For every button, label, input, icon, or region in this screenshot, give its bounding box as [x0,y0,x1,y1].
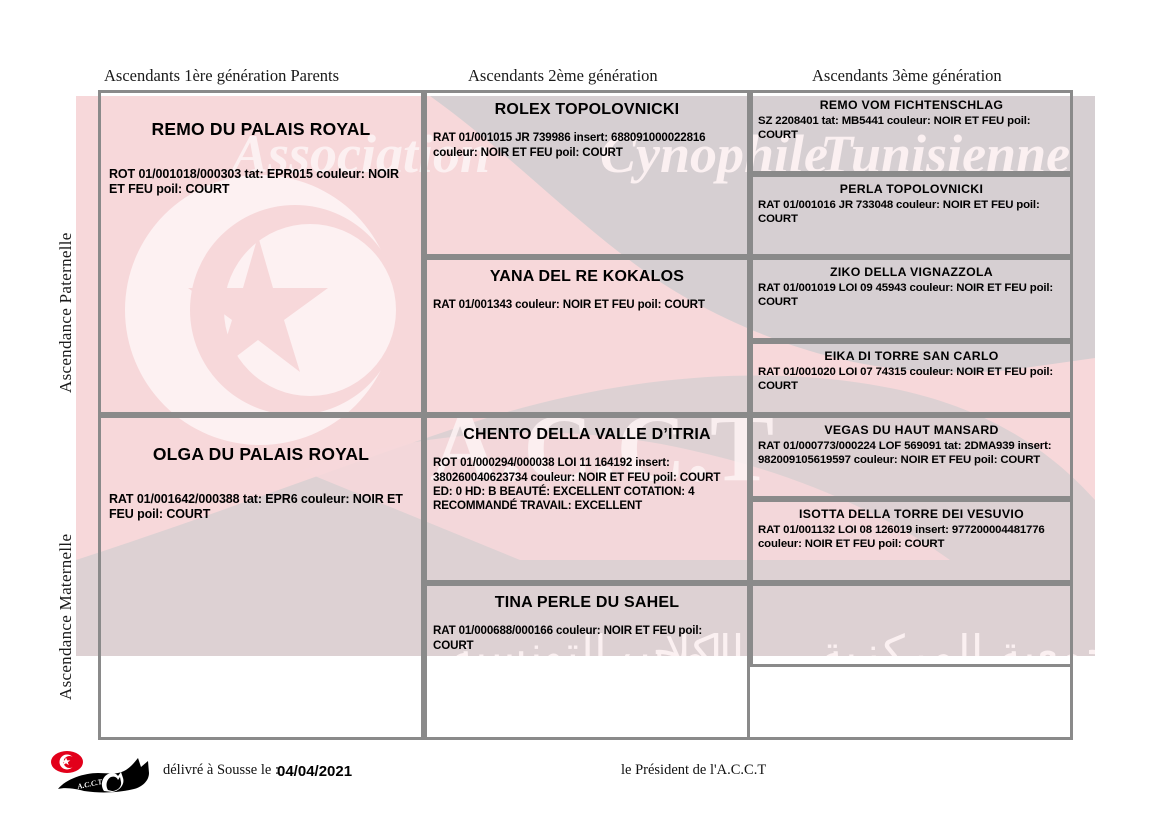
dog-detail: ROT 01/000294/000038 LOI 11 164192 inser… [433,456,721,512]
dog-detail: RAT 01/001642/000388 tat: EPR6 couleur: … [109,492,403,522]
dog-detail: RAT 01/001020 LOI 07 74315 couleur: NOIR… [758,366,1054,393]
dog-name: ROLEX TOPOLOVNICKI [494,101,680,118]
dog-detail: RAT 01/000773/000224 LOF 569091 tat: 2DM… [758,440,1052,467]
acct-logo: A.C.C.T [51,751,149,793]
dog-name: YANA DEL RE KOKALOS [489,268,685,285]
dog-detail: ROT 01/001018/000303 tat: EPR015 couleur… [109,167,399,197]
pedigree-cell-g3-5[interactable]: VEGAS DU HAUT MANSARD RAT 01/000773/0002… [750,415,1073,499]
dog-name: VEGAS DU HAUT MANSARD [824,423,999,437]
pedigree-cell-g2-4[interactable]: TINA PERLE DU SAHEL RAT 01/000688/000166… [424,583,750,740]
pedigree-grid: REMO DU PALAIS ROYAL ROT 01/001018/00030… [98,90,1073,740]
dog-name: REMO VOM FICHTENSCHLAG [819,98,1004,112]
pedigree-cell-g3-3[interactable]: ZIKO DELLA VIGNAZZOLA RAT 01/001019 LOI … [750,257,1073,341]
gen1-header: Ascendants 1ère génération Parents [104,66,340,85]
document-footer: A.C.C.T délivré à Sousse le : 04/04/2021… [0,744,1169,827]
pedigree-cell-g1-dam[interactable]: OLGA DU PALAIS ROYAL RAT 01/001642/00038… [98,415,424,740]
pedigree-cell-g3-7[interactable] [750,583,1073,667]
dog-detail: RAT 01/001015 JR 739986 insert: 68809100… [433,131,706,159]
cat-silhouette [106,776,122,791]
dog-detail: RAT 01/001016 JR 733048 couleur: NOIR ET… [758,199,1040,226]
pedigree-cell-g2-3[interactable]: CHENTO DELLA VALLE D’ITRIA ROT 01/000294… [424,415,750,583]
dog-name: ISOTTA DELLA TORRE DEI VESUVIO [799,507,1024,521]
dog-detail: RAT 01/001343 couleur: NOIR ET FEU poil:… [433,298,705,312]
dog-detail: RAT 01/001019 LOI 09 45943 couleur: NOIR… [758,282,1054,309]
dog-detail: SZ 2208401 tat: MB5441 couleur: NOIR ET … [758,115,1031,142]
paternal-ascendance-label: Ascendance Paternelle [56,232,75,393]
pedigree-cell-g2-2[interactable]: YANA DEL RE KOKALOS RAT 01/001343 couleu… [424,257,750,415]
delivered-label: délivré à Sousse le : [163,762,279,778]
dog-name: OLGA DU PALAIS ROYAL [152,444,370,464]
gen2-header: Ascendants 2ème génération [468,66,658,85]
pedigree-cell-g2-1[interactable]: ROLEX TOPOLOVNICKI RAT 01/001015 JR 7399… [424,90,750,257]
pedigree-cell-g1-sire[interactable]: REMO DU PALAIS ROYAL ROT 01/001018/00030… [98,90,424,415]
dog-name: REMO DU PALAIS ROYAL [151,119,371,139]
dog-name: TINA PERLE DU SAHEL [494,594,680,611]
pedigree-cell-g3-4[interactable]: EIKA DI TORRE SAN CARLO RAT 01/001020 LO… [750,341,1073,415]
dog-detail: RAT 01/000688/000166 couleur: NOIR ET FE… [433,624,703,652]
delivered-date: 04/04/2021 [277,763,353,780]
dog-name: ZIKO DELLA VIGNAZZOLA [830,265,993,279]
president-label: le Président de l'A.C.C.T [621,762,767,778]
dog-name: CHENTO DELLA VALLE D’ITRIA [463,426,711,443]
maternal-ascendance-label: Ascendance Maternelle [56,533,75,700]
dog-name: PERLA TOPOLOVNICKI [839,182,984,196]
dog-detail: RAT 01/001132 LOI 08 126019 insert: 9772… [758,524,1045,551]
dog-silhouette-large [58,758,149,793]
generation-headers: Ascendants 1ère génération Parents Ascen… [0,66,1169,92]
pedigree-cell-g3-1[interactable]: REMO VOM FICHTENSCHLAG SZ 2208401 tat: M… [750,90,1073,174]
pedigree-cell-g3-6[interactable]: ISOTTA DELLA TORRE DEI VESUVIO RAT 01/00… [750,499,1073,583]
gen3-header: Ascendants 3ème génération [812,66,1002,85]
pedigree-cell-g3-2[interactable]: PERLA TOPOLOVNICKI RAT 01/001016 JR 7330… [750,174,1073,257]
dog-name: EIKA DI TORRE SAN CARLO [824,349,999,363]
